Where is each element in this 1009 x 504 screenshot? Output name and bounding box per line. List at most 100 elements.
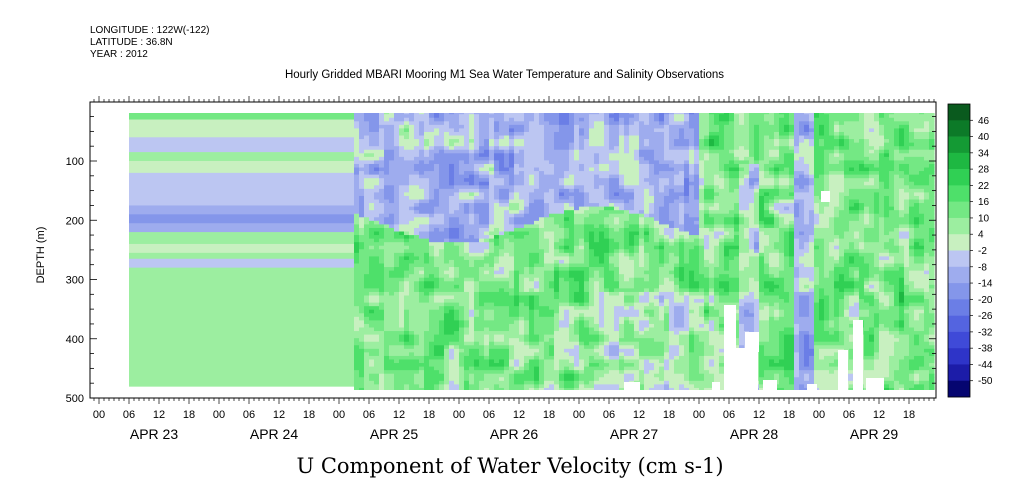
heatmap-cell — [524, 181, 530, 186]
heatmap-cell — [554, 352, 560, 357]
heatmap-cell — [129, 335, 354, 340]
heatmap-cell — [384, 373, 390, 378]
heatmap-cell — [489, 203, 495, 208]
heatmap-cell — [449, 384, 455, 389]
heatmap-cell — [489, 156, 495, 162]
heatmap-cell — [584, 263, 590, 268]
heatmap-cell — [524, 249, 530, 254]
heatmap-cell — [549, 313, 555, 318]
heatmap-cell — [389, 299, 395, 304]
heatmap-cell — [444, 320, 450, 325]
heatmap-cell — [489, 181, 495, 186]
heatmap-cell — [644, 128, 650, 133]
heatmap-cell — [479, 316, 485, 321]
heatmap-cell — [414, 146, 420, 151]
heatmap-cell — [499, 334, 505, 339]
heatmap-cell — [364, 299, 370, 304]
heatmap-cell — [444, 146, 450, 151]
heatmap-cell — [609, 348, 615, 353]
heatmap-cell — [449, 156, 455, 162]
heatmap-cell — [534, 217, 540, 222]
heatmap-cell — [549, 334, 555, 339]
heatmap-cell — [454, 291, 460, 297]
heatmap-cell — [429, 206, 435, 211]
heatmap-cell — [379, 341, 385, 346]
heatmap-cell — [594, 363, 600, 368]
heatmap-cell — [479, 167, 485, 172]
heatmap-cell — [529, 352, 535, 357]
heatmap-cell — [574, 291, 580, 297]
heatmap-cell — [629, 267, 635, 272]
heatmap-cell — [379, 338, 385, 343]
heatmap-cell — [429, 213, 435, 218]
heatmap-cell — [129, 140, 354, 144]
heatmap-cell — [464, 384, 470, 389]
heatmap-cell — [464, 224, 470, 229]
heatmap-cell — [409, 227, 415, 233]
heatmap-cell — [579, 313, 585, 318]
heatmap-cell — [369, 284, 375, 289]
heatmap-cell — [504, 263, 510, 268]
heatmap-cell — [374, 252, 380, 257]
heatmap-cell — [354, 259, 360, 265]
heatmap-cell — [509, 277, 515, 282]
heatmap-cell — [629, 238, 635, 243]
heatmap-cell — [489, 291, 495, 297]
heatmap-cell — [129, 365, 354, 369]
heatmap-cell — [424, 153, 430, 158]
heatmap-cell — [634, 249, 640, 254]
heatmap-cell — [384, 146, 390, 151]
heatmap-cell — [459, 185, 465, 190]
heatmap-cell — [384, 142, 390, 147]
heatmap-cell — [539, 171, 545, 176]
heatmap-cell — [609, 167, 615, 172]
heatmap-cell — [419, 235, 425, 240]
heatmap-cell — [484, 256, 490, 261]
heatmap-cell — [399, 249, 405, 254]
heatmap-cell — [594, 199, 600, 204]
heatmap-cell — [129, 294, 354, 298]
heatmap-cell — [469, 163, 475, 169]
heatmap-cell — [364, 355, 370, 361]
heatmap-cell — [469, 380, 475, 385]
heatmap-cell — [659, 195, 665, 201]
heatmap-cell — [594, 188, 600, 194]
heatmap-cell — [489, 302, 495, 307]
heatmap-cell — [449, 188, 455, 194]
heatmap-cell — [479, 387, 485, 390]
heatmap-cell — [624, 220, 630, 225]
heatmap-cell — [559, 320, 565, 325]
heatmap-cell — [449, 267, 455, 272]
heatmap-cell — [509, 288, 515, 293]
heatmap-cell — [554, 267, 560, 272]
heatmap-cell — [129, 208, 354, 212]
heatmap-cell — [554, 153, 560, 158]
heatmap-cell — [384, 267, 390, 272]
heatmap-cell — [474, 291, 480, 297]
heatmap-cell — [634, 149, 640, 154]
heatmap-cell — [379, 313, 385, 318]
heatmap-cell — [544, 238, 550, 243]
colorbar-quantity-label: U Component of Water Velocity (cm s-1) — [296, 454, 724, 478]
heatmap-cell — [484, 146, 490, 151]
heatmap-cell — [359, 270, 365, 275]
heatmap-cell — [584, 220, 590, 225]
heatmap-cell — [659, 242, 665, 247]
heatmap-cell — [419, 291, 425, 297]
heatmap-cell — [449, 185, 455, 190]
heatmap-cell — [604, 238, 610, 243]
heatmap-cell — [429, 113, 435, 115]
heatmap-cell — [559, 263, 565, 268]
heatmap-cell — [424, 242, 430, 247]
heatmap-cell — [579, 235, 585, 240]
heatmap-cell — [649, 174, 655, 179]
heatmap-cell — [449, 348, 455, 353]
heatmap-cell — [609, 235, 615, 240]
heatmap-cell — [659, 267, 665, 272]
heatmap-cell — [389, 327, 395, 332]
heatmap-cell — [394, 316, 400, 321]
heatmap-cell — [654, 380, 660, 385]
heatmap-cell — [374, 156, 380, 162]
heatmap-cell — [534, 341, 540, 346]
heatmap-cell — [634, 291, 640, 297]
